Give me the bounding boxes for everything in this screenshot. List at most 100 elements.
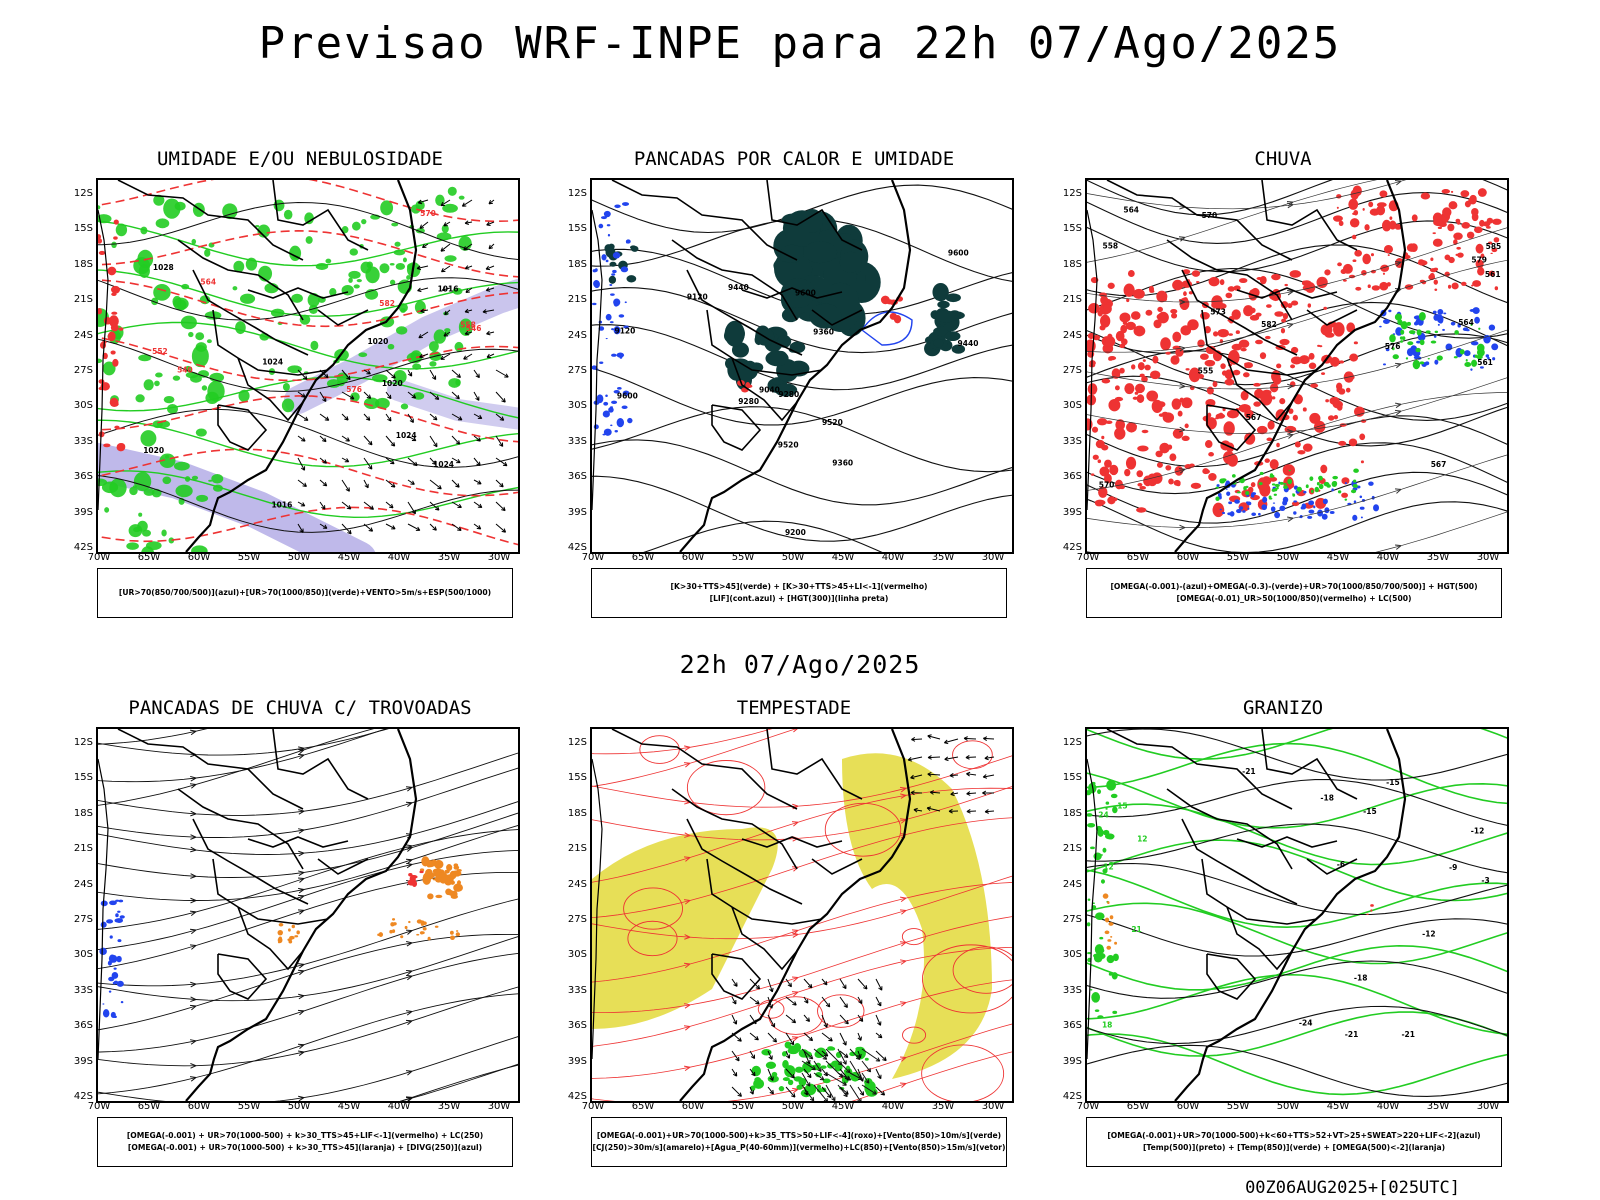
lon-tick-label: 35W	[437, 1101, 461, 1112]
lon-tick-label: 60W	[187, 552, 211, 563]
lon-tick-label: 65W	[631, 552, 655, 563]
lon-tick-label: 65W	[1126, 552, 1150, 563]
panel-title-chuva: CHUVA	[1254, 148, 1312, 170]
lon-tick-label: 65W	[1126, 1101, 1150, 1112]
contour-label: -3	[1481, 876, 1489, 885]
lat-tick-label: 30S	[567, 400, 587, 412]
lat-tick-label: 24S	[73, 878, 93, 890]
lon-tick-label: 45W	[1326, 1101, 1350, 1112]
lat-tick-label: 33S	[567, 435, 587, 447]
lon-tick-label: 35W	[931, 1101, 955, 1112]
lon-tick-label: 65W	[137, 1101, 161, 1112]
contour-label: -18	[1320, 793, 1334, 802]
contour-label: 9520	[778, 441, 799, 450]
legend-chuva: [OMEGA(-0.001)-(azul)+OMEGA(-0.3)-(verde…	[1086, 568, 1502, 618]
contour-label: 12	[1103, 863, 1113, 872]
lat-tick-label: 27S	[1062, 365, 1082, 376]
contour-label: 1024	[396, 431, 417, 440]
lat-tick-label: 39S	[567, 1055, 587, 1067]
lon-tick-label: 45W	[1326, 552, 1350, 563]
lat-tick-label: 24S	[1062, 878, 1082, 890]
lon-tick-label: 30W	[981, 1101, 1005, 1112]
lat-tick-label: 12S	[567, 188, 587, 199]
lat-tick-label: 39S	[567, 506, 587, 518]
lat-tick-label: 24S	[73, 329, 93, 341]
lat-tick-label: 36S	[567, 471, 587, 483]
contour-label: 573	[1210, 307, 1226, 316]
contour-label: 9120	[687, 293, 708, 302]
contour-label: -21	[1242, 767, 1256, 776]
lon-tick-label: 55W	[1226, 1101, 1250, 1112]
lat-tick-label: 27S	[73, 914, 93, 925]
contour-label: 1020	[367, 337, 388, 346]
legend-line-1: [UR>70(850/700/500)](azul)+[UR>70(1000/8…	[118, 588, 492, 597]
contour-label: 561	[1485, 270, 1501, 279]
lat-tick-label: 36S	[567, 1020, 587, 1032]
contour-label: 540	[177, 366, 193, 375]
lon-tick-label: 40W	[881, 552, 905, 563]
contour-label: 585	[1486, 242, 1502, 251]
lat-tick-label: 15S	[73, 223, 93, 235]
lon-tick-label: 40W	[387, 1101, 411, 1112]
contour-label: 555	[1198, 367, 1214, 376]
contour-label: 576	[346, 385, 362, 394]
contour-label: 558	[1103, 241, 1119, 250]
lon-tick-label: 45W	[337, 552, 361, 563]
lat-tick-label: 21S	[1062, 294, 1082, 306]
lon-tick-label: 40W	[881, 1101, 905, 1112]
lon-tick-label: 50W	[781, 552, 805, 563]
lat-tick-label: 15S	[1062, 223, 1082, 235]
lon-tick-label: 45W	[831, 1101, 855, 1112]
lat-tick-label: 18S	[73, 807, 93, 819]
lat-tick-label: 39S	[73, 1055, 93, 1067]
lon-tick-label: 60W	[681, 1101, 705, 1112]
lon-tick-label: 30W	[487, 1101, 511, 1112]
lon-tick-label: 40W	[387, 552, 411, 563]
legend-line-1: [OMEGA(-0.001)+UR>70(1000-500)+k>35_TTS>…	[596, 1131, 1002, 1140]
lon-tick-label: 30W	[981, 552, 1005, 563]
contour-label: 1020	[382, 379, 403, 388]
lat-tick-label: 18S	[1062, 807, 1082, 819]
lat-tick-label: 39S	[73, 506, 93, 518]
legend-line-2: [CJ(250)>30m/s](amarelo)+[Agua_P(40-60mm…	[592, 1143, 1006, 1152]
lon-tick-label: 70W	[581, 552, 605, 563]
contour-label: -21	[1401, 1030, 1415, 1039]
legend-line-2: [Temp(500)](preto) + [Temp(850)](verde) …	[1142, 1143, 1446, 1152]
lon-tick-label: 55W	[1226, 552, 1250, 563]
lon-tick-label: 65W	[631, 1101, 655, 1112]
contour-label: 9280	[738, 397, 759, 406]
contour-label: 12	[1137, 835, 1147, 844]
legend-line-1: [OMEGA(-0.001) + UR>70(1000-500) + k>30_…	[126, 1131, 484, 1140]
map-canvas: -3 -6 -9 -12 -12 -15 -15 -18 -18 -21 -21 -21 -24 12 12…	[1087, 729, 1507, 1101]
lat-tick-label: 12S	[73, 737, 93, 748]
lat-tick-label: 30S	[1062, 400, 1082, 412]
lat-tick-label: 42S	[1062, 1091, 1082, 1102]
contour-label: 9600	[617, 391, 638, 400]
lat-tick-label: 15S	[567, 772, 587, 784]
contour-label: 582	[1261, 320, 1277, 329]
lat-tick-label: 12S	[567, 737, 587, 748]
lon-tick-label: 70W	[87, 1101, 111, 1112]
panel-title-umidade: UMIDADE E/OU NEBULOSIDADE	[157, 148, 443, 170]
map-canvas: 9600 9600 9520 9520 9440 9440 9360 9360 9280 9280…	[592, 180, 1012, 552]
contour-label: 9600	[948, 249, 969, 258]
legend-trovoadas: [OMEGA(-0.001) + UR>70(1000-500) + k>30_…	[97, 1117, 513, 1167]
lat-tick-label: 21S	[567, 294, 587, 306]
contour-label: 564	[200, 277, 216, 286]
map-canvas	[592, 729, 1012, 1101]
map-granizo: -3 -6 -9 -12 -12 -15 -15 -18 -18 -21 -21 -21 -24 12 12…	[1085, 727, 1509, 1103]
lat-tick-label: 30S	[73, 400, 93, 412]
contour-label: 9280	[778, 390, 799, 399]
contour-label: 567	[1431, 460, 1447, 469]
panel-title-granizo: GRANIZO	[1242, 697, 1324, 719]
lon-tick-label: 70W	[1076, 1101, 1100, 1112]
lat-tick-label: 42S	[73, 542, 93, 553]
lon-tick-label: 60W	[187, 1101, 211, 1112]
contour-label: 9040	[759, 386, 780, 395]
contour-label: 9200	[785, 528, 806, 537]
legend-pancadas-calor: [K>30+TTS>45](verde) + [K>30+TTS>45+LI<-…	[591, 568, 1007, 618]
contour-label: 24	[1098, 810, 1108, 819]
lon-tick-label: 35W	[931, 552, 955, 563]
contour-label: 1016	[271, 500, 292, 509]
lat-tick-label: 42S	[567, 542, 587, 553]
